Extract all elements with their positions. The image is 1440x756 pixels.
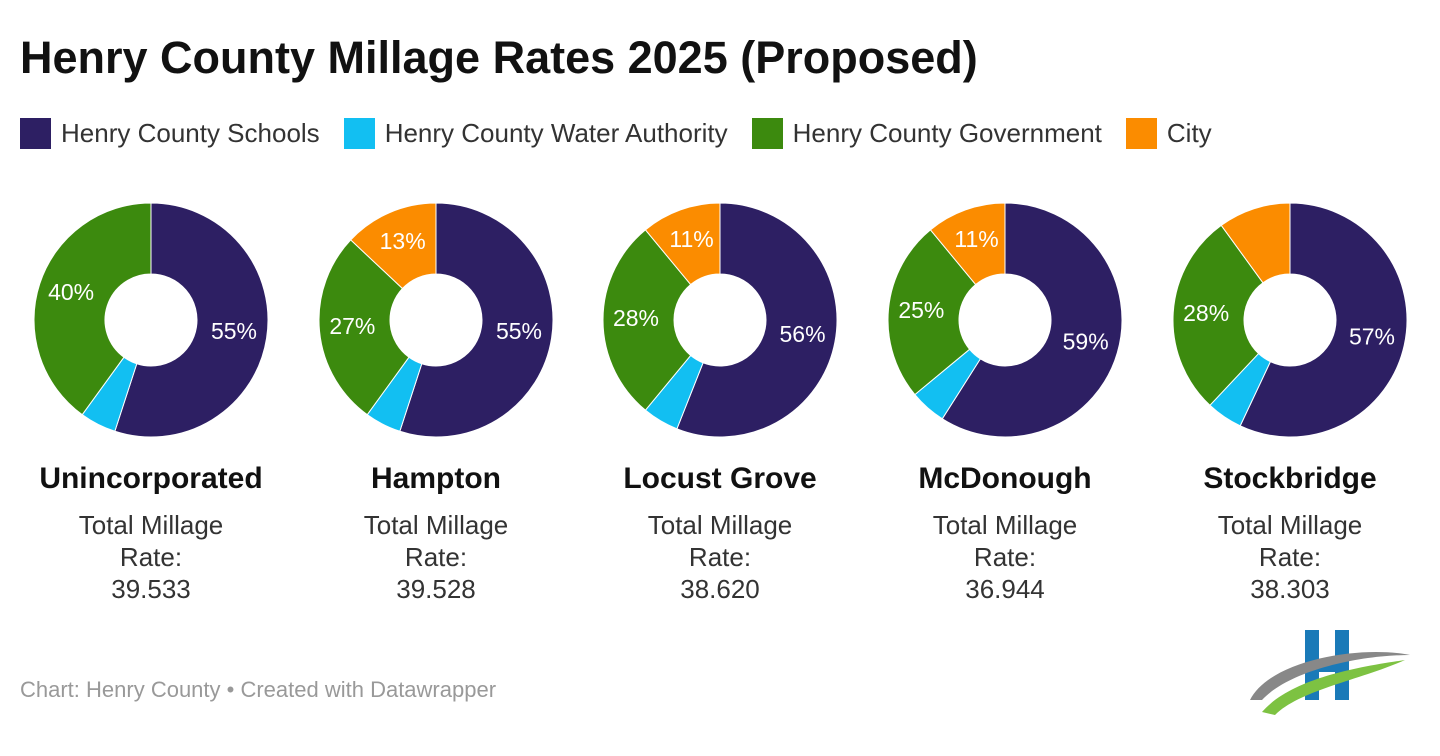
data-label: 55%: [211, 318, 257, 344]
legend-label: Henry County Government: [792, 118, 1102, 148]
donut-slice: [676, 202, 838, 438]
legend-swatch: [1125, 118, 1157, 149]
donut-subtitle: Total Millage Rate:: [363, 510, 509, 572]
data-label: 28%: [613, 305, 659, 331]
donut-slice: [114, 202, 269, 438]
donut-slice: [350, 202, 437, 290]
donut-slice: [602, 229, 692, 411]
data-label: 25%: [898, 297, 944, 323]
donut-slice: [1239, 202, 1408, 438]
donut-title: Hampton: [371, 462, 501, 495]
data-label: 40%: [48, 279, 94, 305]
legend-swatch: [751, 118, 783, 149]
donut-slice: [399, 202, 554, 438]
donut-slice: [929, 202, 1006, 286]
legend-swatch: [20, 118, 51, 149]
donut-title: Stockbridge: [1203, 462, 1377, 495]
data-label: 11%: [669, 226, 713, 252]
data-label: 28%: [1183, 300, 1229, 326]
legend-item: Henry County Government: [751, 118, 1102, 149]
donut-slice: [644, 202, 721, 286]
total-millage: 39.528: [396, 574, 476, 604]
data-label: 59%: [1063, 329, 1109, 355]
donut-subtitle-block: Total Millage Rate: 39.528: [306, 509, 566, 605]
donut-slice: [1172, 224, 1264, 406]
legend-swatch: [343, 118, 375, 149]
legend-item: Henry County Schools: [20, 118, 320, 149]
donut-subtitle-block: Total Millage Rate: 39.533: [21, 509, 281, 605]
donut-slice: [1220, 202, 1291, 284]
legend-label: Henry County Schools: [61, 118, 320, 148]
data-label: 13%: [380, 228, 426, 254]
logo: [1250, 630, 1410, 715]
donut-slice: [318, 239, 410, 416]
donut-subtitle: Total Millage Rate:: [1217, 510, 1363, 572]
donut-subtitle: Total Millage Rate:: [932, 510, 1078, 572]
total-millage: 38.303: [1250, 574, 1330, 604]
donut-title: Unincorporated: [39, 462, 263, 495]
donut-slice: [33, 202, 152, 416]
legend-label: City: [1166, 118, 1212, 148]
donut-subtitle: Total Millage Rate:: [78, 510, 224, 572]
donut-subtitle-block: Total Millage Rate: 38.620: [590, 509, 850, 605]
donut-subtitle-block: Total Millage Rate: 36.944: [875, 509, 1135, 605]
data-label: 27%: [329, 313, 375, 339]
legend-label: Henry County Water Authority: [384, 118, 728, 148]
donut-title: Locust Grove: [623, 462, 817, 495]
total-millage: 39.533: [111, 574, 191, 604]
donut-slice: [887, 229, 977, 396]
donut-subtitle-block: Total Millage Rate: 38.303: [1160, 509, 1420, 605]
source: Chart: Henry County • Created with Dataw…: [20, 677, 497, 702]
data-label: 57%: [1349, 323, 1395, 349]
data-label: 56%: [779, 321, 825, 347]
total-millage: 36.944: [965, 574, 1045, 604]
legend-item: Henry County Water Authority: [343, 118, 728, 149]
donut-slice: [941, 202, 1123, 438]
data-label: 11%: [954, 226, 998, 252]
donut-subtitle: Total Millage Rate:: [647, 510, 793, 572]
chart-title: Henry County Millage Rates 2025 (Propose…: [20, 32, 978, 83]
data-label: 55%: [496, 318, 542, 344]
legend-item: City: [1125, 118, 1212, 149]
total-millage: 38.620: [680, 574, 760, 604]
donut-title: McDonough: [918, 462, 1092, 495]
legend: Henry County Schools Henry County Water A…: [20, 118, 1212, 149]
